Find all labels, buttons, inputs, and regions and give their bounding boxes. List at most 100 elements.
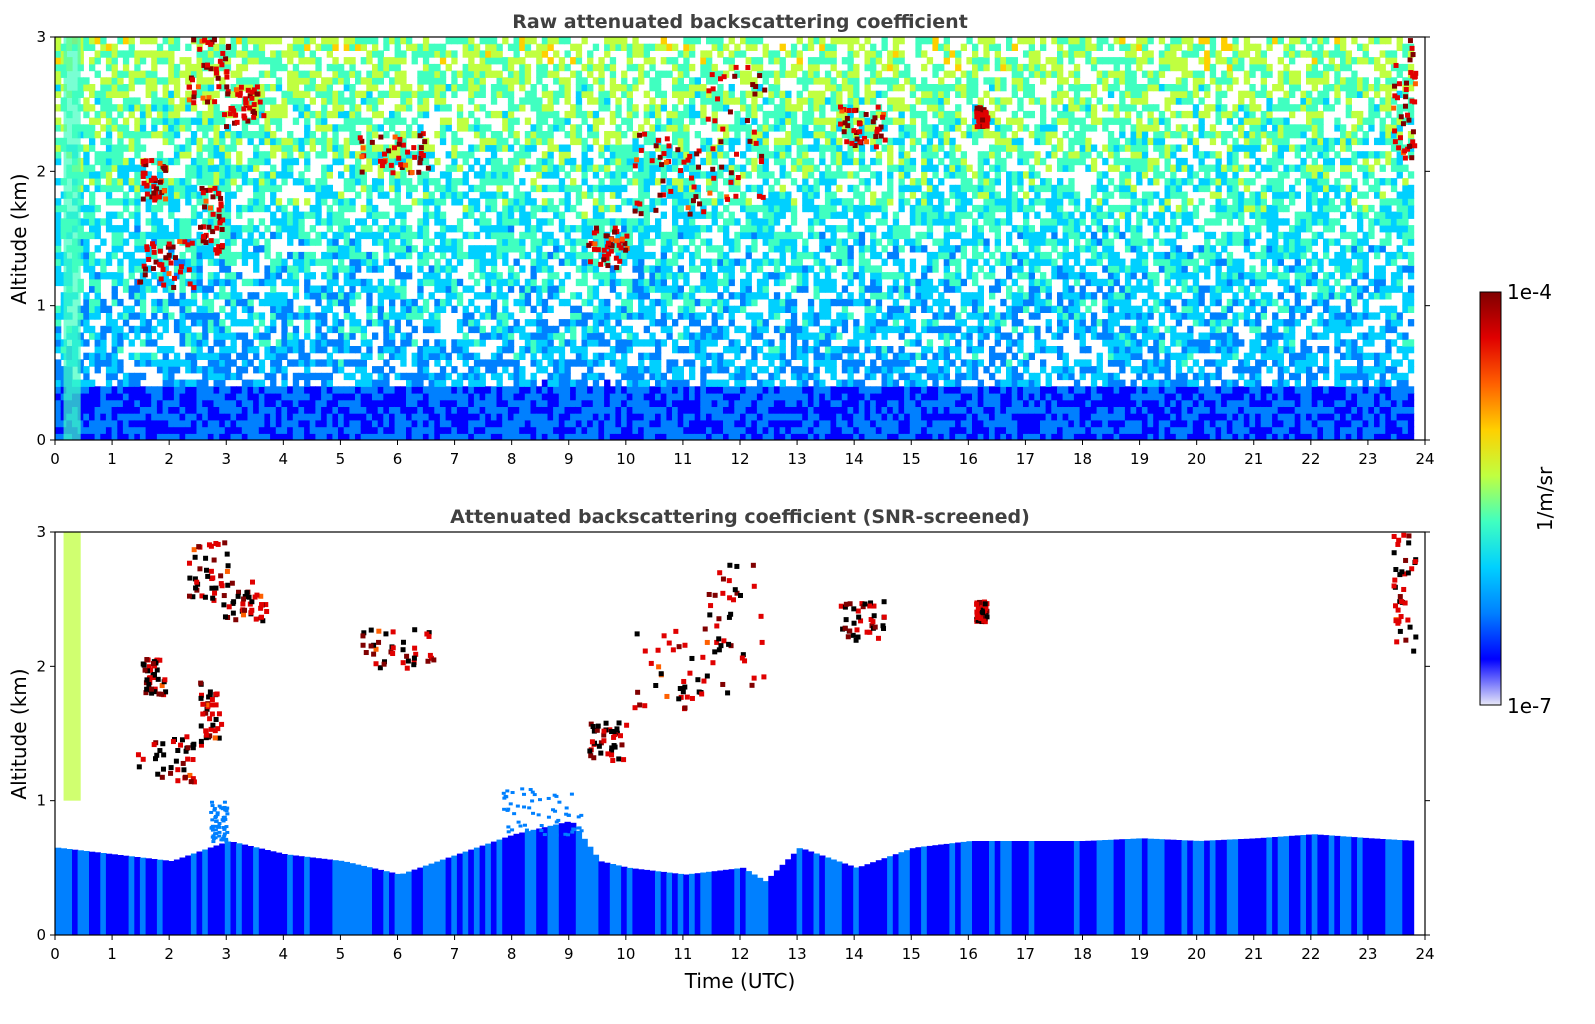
cloud-mark [376,640,381,645]
x-tick-label: 6 [393,945,403,963]
cloud-mark [228,111,233,116]
cloud-mark [675,147,680,152]
cloud-mark [253,595,258,600]
cloud-mark [191,757,196,762]
x-tick-label: 22 [1301,945,1320,963]
x-tick-label: 2 [164,450,174,468]
panel-screened-x-label: Time (UTC) [684,969,796,993]
cloud-mark [371,652,376,657]
cloud-mark [158,180,163,185]
cloud-mark [143,668,148,673]
cloud-mark [210,723,215,728]
cloud-mark [751,563,756,568]
cloud-mark [740,656,745,661]
x-tick-label: 0 [50,945,60,963]
cloud-mark [598,262,603,267]
x-tick-label: 18 [1073,450,1092,468]
cloud-mark [1394,639,1399,644]
cloud-mark [214,226,219,231]
cloud-mark [876,636,881,641]
cloud-mark [209,586,214,591]
cloud-mark [659,162,664,167]
cloud-mark [705,640,710,645]
cloud-mark [880,115,885,120]
cloud-mark [218,196,223,201]
cloud-mark [616,756,621,761]
cloud-mark [199,723,204,728]
cloud-mark [592,241,597,246]
cloud-mark [980,117,985,122]
cloud-mark [197,47,202,52]
cloud-mark [682,160,687,165]
cloud-mark [380,163,385,168]
cloud-mark [733,587,738,592]
cloud-mark [690,696,695,701]
panel-raw-heatmap [55,37,1418,441]
cloud-mark [614,265,619,270]
cloud-mark [225,569,230,574]
cloud-mark [185,757,190,762]
cloud-mark [720,591,725,596]
cloud-mark [206,95,211,100]
cloud-mark [1403,94,1408,99]
cloud-mark [733,194,738,199]
cloud-mark [254,617,259,622]
cloud-mark [212,186,217,191]
cloud-mark [162,677,167,682]
cloud-mark [179,264,184,269]
cloud-mark [843,626,848,631]
cloud-mark [205,63,210,68]
cloud-mark [144,677,149,682]
cloud-mark [881,626,886,631]
cloud-mark [217,711,222,716]
cloud-mark [1413,81,1418,86]
x-tick-label: 9 [564,450,574,468]
cloud-mark [604,233,609,238]
cloud-mark [1411,129,1416,134]
cloud-mark [687,671,692,676]
y-tick-label: 3 [36,523,46,541]
cloud-mark [882,599,887,604]
cloud-mark [685,695,690,700]
cloud-mark [175,778,180,783]
cloud-mark [187,85,192,90]
cloud-mark [852,108,857,113]
cloud-mark [389,163,394,168]
cloud-mark [633,705,638,710]
cloud-mark [187,561,192,566]
cloud-mark [233,113,238,118]
cloud-mark [154,186,159,191]
cloud-mark [718,76,723,81]
cloud-mark [223,614,228,619]
cloud-mark [177,239,182,244]
cloud-mark [976,615,981,620]
cloud-mark [206,225,211,230]
cloud-mark [146,682,151,687]
cloud-mark [656,648,661,653]
cloud-mark [1391,106,1396,111]
cloud-mark [187,267,192,272]
cloud-mark [220,51,225,56]
cloud-mark [1413,559,1418,564]
cloud-mark [610,758,615,763]
cloud-mark [734,152,739,157]
cloud-mark [163,255,168,260]
cloud-mark [145,192,150,197]
cloud-mark [876,105,881,110]
cloud-mark [637,702,642,707]
cloud-mark [700,655,705,660]
cloud-mark [405,666,410,671]
cloud-mark [136,752,141,757]
cloud-mark [159,276,164,281]
cloud-mark [734,564,739,569]
cloud-mark [358,135,363,140]
cloud-mark [210,711,215,716]
cloud-mark [369,628,374,633]
cloud-mark [1393,603,1398,608]
cloud-mark [1401,121,1406,126]
cloud-mark [212,37,217,42]
cloud-mark [974,602,979,607]
cloud-mark [975,106,980,111]
cloud-mark [695,677,700,682]
